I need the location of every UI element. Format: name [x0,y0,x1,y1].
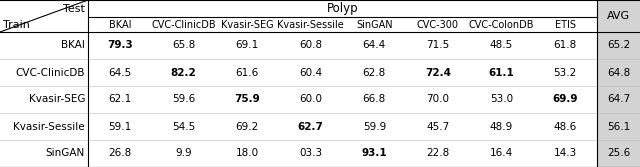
Text: 62.7: 62.7 [298,122,324,131]
Text: Kvasir-SEG: Kvasir-SEG [29,95,85,105]
Text: CVC-ClinicDB: CVC-ClinicDB [151,20,216,30]
Text: 64.8: 64.8 [607,67,630,77]
Bar [597,0,640,167]
Text: 60.0: 60.0 [299,95,322,105]
Text: 71.5: 71.5 [426,41,449,50]
Text: 03.3: 03.3 [299,148,323,158]
Text: 62.8: 62.8 [363,67,386,77]
Text: 65.2: 65.2 [607,41,630,50]
Text: BKAI: BKAI [61,41,85,50]
Text: 93.1: 93.1 [362,148,387,158]
Text: 25.6: 25.6 [607,148,630,158]
Text: 59.6: 59.6 [172,95,195,105]
Text: 64.4: 64.4 [363,41,386,50]
Text: 75.9: 75.9 [234,95,260,105]
Text: 65.8: 65.8 [172,41,195,50]
Text: 45.7: 45.7 [426,122,449,131]
Text: 64.7: 64.7 [607,95,630,105]
Text: Polyp: Polyp [326,2,358,15]
Text: 9.9: 9.9 [175,148,192,158]
Text: 26.8: 26.8 [108,148,131,158]
Text: 69.9: 69.9 [552,95,578,105]
Text: Kvasir-Sessile: Kvasir-Sessile [277,20,344,30]
Text: 14.3: 14.3 [554,148,577,158]
Text: 60.4: 60.4 [299,67,323,77]
Text: BKAI: BKAI [109,20,131,30]
Text: 79.3: 79.3 [107,41,132,50]
Text: 48.5: 48.5 [490,41,513,50]
Text: 69.2: 69.2 [236,122,259,131]
Text: AVG: AVG [607,11,630,21]
Text: 56.1: 56.1 [607,122,630,131]
Text: 72.4: 72.4 [425,67,451,77]
Text: Test: Test [63,4,85,14]
Text: 18.0: 18.0 [236,148,259,158]
Text: CVC-ClinicDB: CVC-ClinicDB [15,67,85,77]
Text: 64.5: 64.5 [108,67,131,77]
Text: Kvasir-SEG: Kvasir-SEG [221,20,273,30]
Text: 53.0: 53.0 [490,95,513,105]
Text: 62.1: 62.1 [108,95,131,105]
Text: SinGAN: SinGAN [356,20,392,30]
Text: ETIS: ETIS [555,20,576,30]
Text: 60.8: 60.8 [299,41,323,50]
Text: CVC-ColonDB: CVC-ColonDB [469,20,534,30]
Text: 53.2: 53.2 [554,67,577,77]
Text: CVC-300: CVC-300 [417,20,459,30]
Text: Kvasir-Sessile: Kvasir-Sessile [13,122,85,131]
Text: 61.8: 61.8 [554,41,577,50]
Text: 22.8: 22.8 [426,148,449,158]
Text: 61.6: 61.6 [236,67,259,77]
Text: Train: Train [3,20,30,30]
Text: 70.0: 70.0 [426,95,449,105]
Text: 59.1: 59.1 [108,122,131,131]
Text: SinGAN: SinGAN [45,148,85,158]
Text: 82.2: 82.2 [171,67,196,77]
Text: 48.6: 48.6 [554,122,577,131]
Text: 69.1: 69.1 [236,41,259,50]
Text: 66.8: 66.8 [363,95,386,105]
Text: 48.9: 48.9 [490,122,513,131]
Text: 61.1: 61.1 [489,67,515,77]
Text: 54.5: 54.5 [172,122,195,131]
Text: 59.9: 59.9 [363,122,386,131]
Text: 16.4: 16.4 [490,148,513,158]
